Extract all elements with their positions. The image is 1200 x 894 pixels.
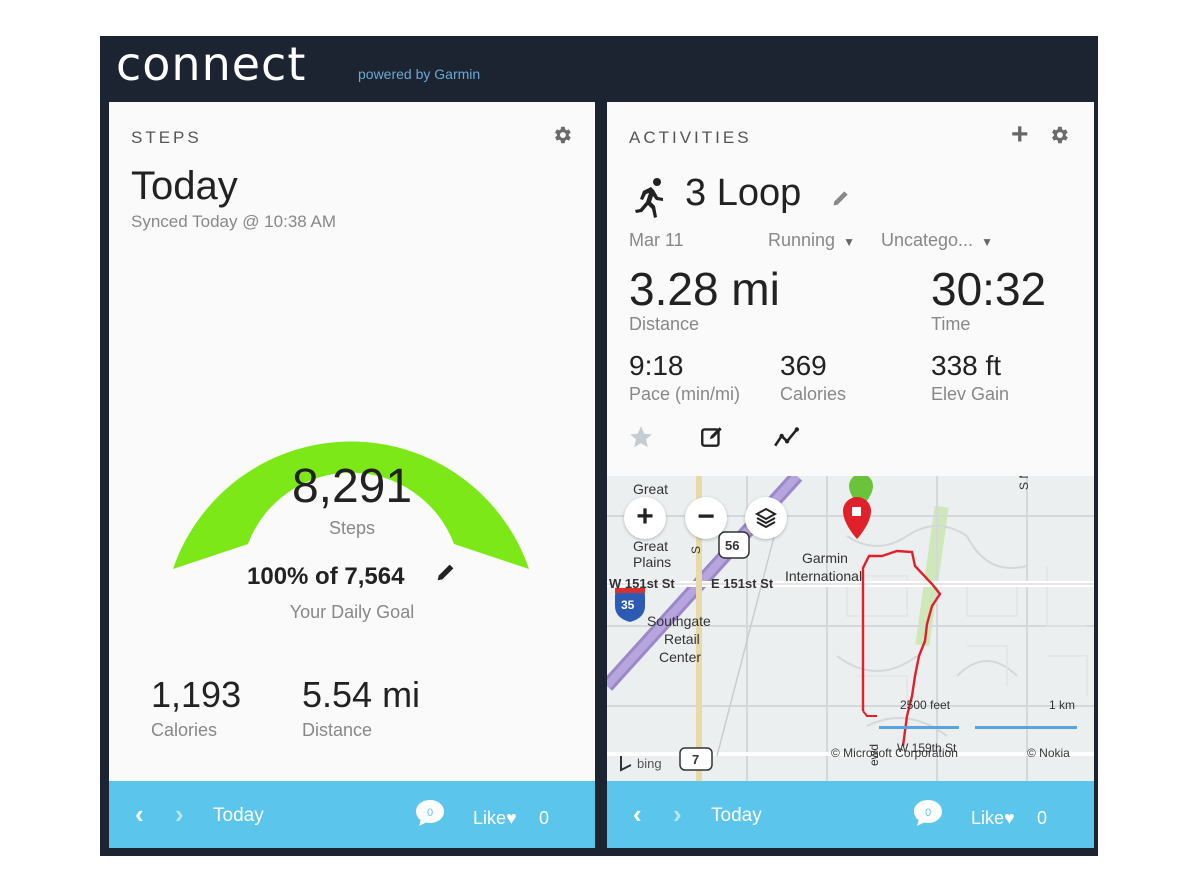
comment-count: 0: [427, 807, 433, 819]
activity-type: Running: [768, 230, 836, 250]
plus-icon[interactable]: +: [1011, 118, 1029, 151]
distance-value: 5.54 mi: [302, 674, 421, 715]
pencil-icon[interactable]: [831, 188, 851, 208]
map-attribution: © Microsoft Corporation: [831, 746, 958, 760]
steps-count: 8,291: [291, 460, 413, 513]
caret-down-icon: ▼: [981, 235, 993, 249]
connect-logo: connect: [116, 37, 307, 91]
activity-category-select[interactable]: Uncatego... ▼: [881, 230, 993, 251]
map-label: E 151st St: [711, 576, 774, 591]
map-label: Center: [659, 649, 702, 665]
map-label: W 151st St: [609, 576, 675, 591]
map-label: W 159th St: [897, 741, 957, 755]
map-attribution: © Nokia: [1027, 746, 1070, 760]
activity-distance: 3.28 mi: [629, 263, 780, 315]
calories-value: 1,193: [151, 674, 242, 715]
highway-shield: 7: [692, 752, 700, 767]
steps-card-title: STEPS: [131, 128, 202, 147]
activity-elev: 338 ft: [931, 350, 1002, 381]
comment-icon[interactable]: 0: [912, 798, 944, 828]
end-pin-icon: [843, 497, 871, 539]
caret-down-icon: ▼: [843, 235, 855, 249]
bing-logo: bing: [637, 756, 662, 771]
chart-icon[interactable]: [773, 424, 799, 450]
comment-count: 0: [925, 807, 931, 819]
steps-label: Steps: [328, 518, 376, 538]
activities-footer: ‹ › Today 0 Like♥ 0: [607, 781, 1094, 848]
calories-label: Calories: [151, 720, 218, 740]
prev-day-icon[interactable]: ‹: [135, 799, 144, 829]
activity-date: Mar 11: [629, 230, 684, 250]
activity-type-select[interactable]: Running ▼: [768, 230, 855, 251]
activity-elev-label: Elev Gain: [931, 384, 1010, 404]
steps-footer: ‹ › Today 0 Like♥ 0: [109, 781, 595, 848]
like-label: Like: [473, 808, 507, 828]
activity-calories: 369: [780, 350, 827, 381]
activity-category: Uncatego...: [881, 230, 974, 250]
next-day-icon[interactable]: ›: [175, 799, 184, 829]
prev-day-icon[interactable]: ‹: [633, 799, 642, 829]
gear-icon[interactable]: [551, 124, 573, 146]
activity-pace-label: Pace (min/mi): [629, 384, 741, 404]
footer-day: Today: [711, 805, 762, 826]
edit-icon[interactable]: [699, 424, 725, 450]
map-label: Southgate: [647, 613, 711, 629]
zoom-out-button[interactable]: −: [685, 497, 727, 539]
comment-icon[interactable]: 0: [414, 798, 446, 828]
map-label: Garmin: [802, 550, 848, 566]
running-icon: [635, 178, 663, 218]
activity-name: 3 Loop: [685, 172, 802, 214]
steps-gauge: [173, 441, 529, 569]
interstate-shield: 35: [621, 598, 635, 612]
map-label: Great: [633, 481, 669, 497]
route-path: [861, 549, 942, 747]
goal-label: Your Daily Goal: [289, 602, 415, 622]
activity-distance-label: Distance: [629, 314, 700, 334]
map-label: S Mur: [1017, 476, 1031, 490]
map-label: S: [689, 545, 703, 554]
map-label: Plains: [633, 554, 672, 570]
like-button[interactable]: Like♥: [971, 808, 1015, 829]
scale-feet: 2500 feet: [900, 698, 951, 712]
next-day-icon[interactable]: ›: [673, 799, 682, 829]
activity-map[interactable]: Great Great Plains W 151st St E 151st St…: [607, 476, 1094, 781]
synced-time: Synced Today @ 10:38 AM: [131, 212, 337, 231]
heart-icon: ♥: [506, 808, 517, 828]
distance-label: Distance: [302, 720, 373, 740]
like-count: 0: [1037, 808, 1048, 828]
brand-tagline: powered by Garmin: [358, 66, 481, 82]
map-label: Retail: [664, 631, 700, 647]
like-label: Like: [971, 808, 1005, 828]
like-count: 0: [539, 808, 550, 828]
pencil-icon[interactable]: [435, 561, 457, 583]
activity-pace: 9:18: [629, 350, 684, 381]
map-label: Great: [633, 538, 669, 554]
zoom-in-button[interactable]: +: [624, 497, 666, 539]
goal-progress: 100% of 7,564: [247, 563, 405, 590]
activity-time-label: Time: [931, 314, 971, 334]
activities-card-title: ACTIVITIES: [629, 128, 752, 147]
map-label: International: [785, 568, 863, 584]
steps-heading: Today: [131, 164, 238, 208]
highway-shield: 56: [725, 538, 740, 553]
gear-icon[interactable]: [1048, 124, 1070, 146]
gauge-arc: [173, 441, 529, 569]
footer-day: Today: [213, 805, 264, 826]
map-layers-button[interactable]: [745, 497, 787, 539]
scale-km: 1 km: [1049, 698, 1076, 712]
layers-icon: [754, 507, 778, 529]
star-icon[interactable]: [628, 424, 654, 450]
activity-time: 30:32: [931, 263, 1047, 315]
activities-card: ACTIVITIES + 3 Loop Mar 11 Running ▼ Unca…: [607, 102, 1094, 848]
like-button[interactable]: Like♥: [473, 808, 517, 829]
activity-calories-label: Calories: [780, 384, 847, 404]
steps-card: STEPS Today Synced Today @ 10:38 AM 8,29…: [109, 102, 595, 848]
heart-icon: ♥: [1004, 808, 1015, 828]
